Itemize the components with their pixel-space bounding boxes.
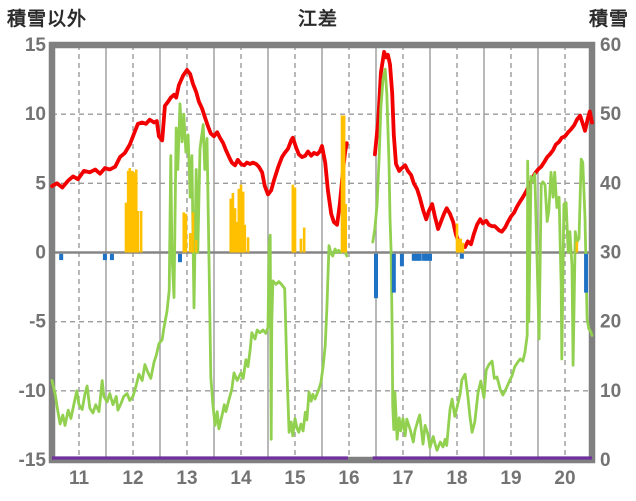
right-axis-tick-label: 30 — [600, 243, 621, 264]
orange-bar — [340, 115, 344, 253]
red-line-series — [373, 50, 594, 249]
x-axis-tick-label: 11 — [69, 468, 90, 489]
blue-bar — [415, 253, 420, 261]
orange-bar — [229, 198, 233, 253]
green-line-series — [371, 67, 594, 452]
left-axis-tick-label: 5 — [35, 173, 46, 194]
left-axis-title: 積雪以外 — [7, 9, 88, 30]
orange-bar — [184, 213, 188, 253]
left-axis-tick-label: -10 — [19, 381, 46, 402]
blue-bar — [459, 253, 464, 259]
orange-bar — [235, 222, 239, 253]
x-axis-tick-label: 16 — [338, 468, 359, 489]
right-axis-tick-label: 60 — [600, 35, 621, 56]
x-axis-tick-label: 20 — [554, 468, 575, 489]
right-axis-tick-label: 10 — [600, 381, 621, 402]
right-axis-tick-label: 50 — [600, 104, 621, 125]
blue-bar — [109, 253, 114, 261]
orange-bar — [136, 211, 140, 253]
orange-bar — [241, 191, 245, 253]
orange-bar — [459, 238, 463, 253]
x-axis-tick-label: 15 — [284, 468, 306, 489]
orange-bar — [132, 172, 136, 253]
orange-bar — [344, 204, 348, 253]
chart-title: 江差 — [297, 9, 338, 30]
x-axis-tick-label: 17 — [392, 468, 413, 489]
orange-bar — [139, 211, 143, 253]
orange-bar — [231, 193, 235, 253]
blue-bar — [411, 253, 416, 261]
right-axis-tick-label: 0 — [600, 450, 611, 471]
orange-bar — [291, 184, 295, 253]
orange-bar — [455, 223, 459, 253]
orange-bar — [342, 115, 346, 253]
right-axis-tick-label: 20 — [600, 312, 621, 333]
left-axis-tick-label: -15 — [19, 450, 47, 471]
orange-bar — [130, 170, 134, 253]
green-line-series — [50, 102, 349, 441]
orange-bar — [237, 188, 241, 253]
orange-bar — [188, 233, 192, 253]
x-axis-tick-label: 12 — [122, 468, 143, 489]
orange-bar — [299, 238, 303, 253]
right-axis-tick-label: 40 — [600, 173, 621, 194]
orange-bar — [243, 224, 247, 253]
blue-bar — [374, 253, 378, 299]
orange-bar — [461, 242, 465, 253]
orange-bar — [128, 168, 132, 253]
orange-bar — [457, 238, 461, 253]
orange-bar — [239, 184, 243, 253]
left-axis-tick-label: 15 — [25, 35, 47, 56]
orange-bar — [233, 208, 237, 253]
blue-bar — [424, 253, 429, 261]
orange-bar — [194, 240, 198, 253]
blue-bar — [422, 253, 427, 261]
orange-bar — [126, 170, 130, 253]
x-axis-tick-label: 14 — [230, 468, 252, 489]
orange-bar — [575, 241, 579, 253]
plot-frame — [48, 41, 596, 464]
blue-bar — [391, 253, 396, 293]
blue-bar — [59, 253, 64, 261]
x-axis-tick-label: 13 — [176, 468, 197, 489]
left-axis-tick-label: 10 — [25, 104, 46, 125]
orange-bar — [246, 237, 250, 253]
orange-bar — [134, 169, 138, 253]
orange-bar — [293, 187, 297, 253]
left-axis-tick-label: -5 — [29, 312, 46, 333]
blue-bar — [399, 253, 404, 267]
blue-bar — [417, 253, 422, 261]
blue-bar — [428, 253, 432, 261]
orange-bar — [191, 212, 195, 253]
orange-bar — [182, 212, 186, 253]
x-axis-tick-label: 18 — [446, 468, 467, 489]
orange-bar — [124, 202, 128, 253]
x-axis-tick-label: 19 — [500, 468, 521, 489]
orange-bar — [302, 227, 306, 253]
blue-bar — [102, 253, 107, 261]
left-axis-tick-label: 0 — [35, 243, 46, 264]
right-axis-title: 積雪 — [588, 9, 629, 30]
red-line-series — [50, 68, 349, 227]
blue-bar — [177, 253, 182, 263]
blue-bar — [584, 253, 589, 293]
